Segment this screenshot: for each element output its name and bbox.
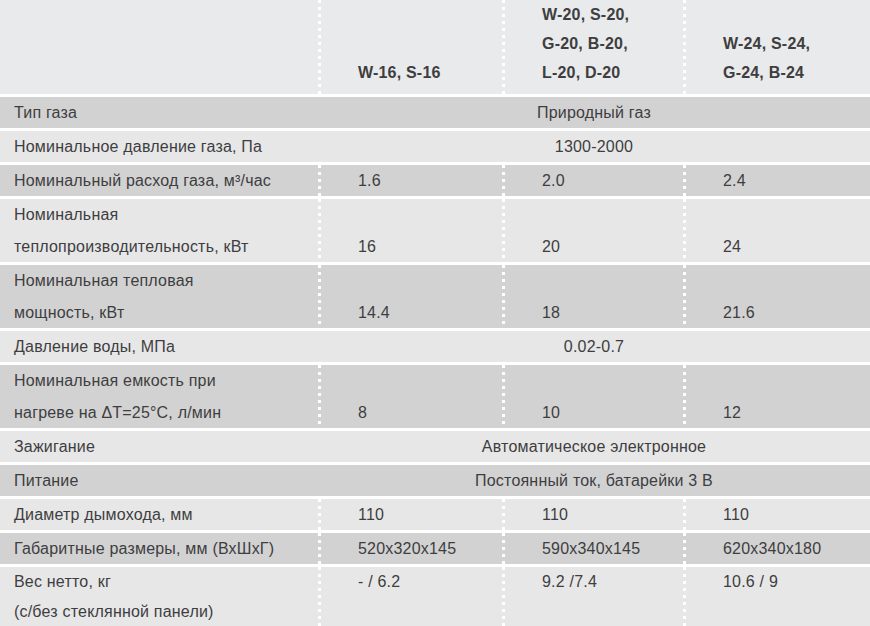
- specs-table: W-16, S-16 W-20, S-20, G-20, B-20, L-20,…: [0, 0, 870, 626]
- cell-value: 10.6 / 9: [683, 567, 870, 626]
- row-label: Номинальная теплопроизводительность, кВт: [0, 199, 318, 262]
- cell-value: 9.2 /7.4: [502, 567, 683, 626]
- cell-span-value: Автоматическое электронное: [318, 431, 870, 462]
- cell-value: 110: [683, 499, 870, 530]
- cell-value: 2.4: [683, 165, 870, 196]
- cell-value: 110: [318, 499, 502, 530]
- row-label: Тип газа: [0, 97, 318, 128]
- cell-value: 590x340x145: [502, 533, 683, 564]
- table-row-gas-consumption: Номинальный расход газа, м³/час 1.6 2.0 …: [0, 165, 870, 196]
- cell-value: 2.0: [502, 165, 683, 196]
- cell-span-value: 1300-2000: [318, 131, 870, 162]
- header-empty-cell: [0, 0, 318, 94]
- cell-value: 21.6: [683, 265, 870, 328]
- table-row-net-weight: Вес нетто, кг (с/без стеклянной панели) …: [0, 567, 870, 626]
- row-label: Диаметр дымохода, мм: [0, 499, 318, 530]
- column-header-w20: W-20, S-20, G-20, B-20, L-20, D-20: [502, 0, 683, 94]
- table-row-power-supply: Питание Постоянный ток, батарейки 3 В: [0, 465, 870, 496]
- table-row-gas-type: Тип газа Природный газ: [0, 97, 870, 128]
- table-row-ignition: Зажигание Автоматическое электронное: [0, 431, 870, 462]
- cell-value: 14.4: [318, 265, 502, 328]
- column-header-w16: W-16, S-16: [318, 0, 502, 94]
- row-label: Номинальное давление газа, Па: [0, 131, 318, 162]
- table-row-water-pressure: Давление воды, МПа 0.02-0.7: [0, 331, 870, 362]
- cell-value: 18: [502, 265, 683, 328]
- column-header-w24: W-24, S-24, G-24, B-24: [683, 0, 870, 94]
- row-label: Номинальная тепловая мощность, кВт: [0, 265, 318, 328]
- row-label: Давление воды, МПа: [0, 331, 318, 362]
- cell-value: 8: [318, 365, 502, 428]
- table-row-flue-diameter: Диаметр дымохода, мм 110 110 110: [0, 499, 870, 530]
- cell-value: 10: [502, 365, 683, 428]
- row-label: Габаритные размеры, мм (ВхШхГ): [0, 533, 318, 564]
- table-row-dimensions: Габаритные размеры, мм (ВхШхГ) 520x320x1…: [0, 533, 870, 564]
- table-row-thermal-power: Номинальная тепловая мощность, кВт 14.4 …: [0, 265, 870, 328]
- row-label: Номинальная емкость при нагреве на ΔT=25…: [0, 365, 318, 428]
- row-label: Вес нетто, кг (с/без стеклянной панели): [0, 567, 318, 626]
- cell-value: - / 6.2: [318, 567, 502, 626]
- cell-span-value: 0.02-0.7: [318, 331, 870, 362]
- row-label: Питание: [0, 465, 318, 496]
- cell-value: 620x340x180: [683, 533, 870, 564]
- row-label: Номинальный расход газа, м³/час: [0, 165, 318, 196]
- table-row-gas-pressure: Номинальное давление газа, Па 1300-2000: [0, 131, 870, 162]
- cell-value: 110: [502, 499, 683, 530]
- cell-span-value: Постоянный ток, батарейки 3 В: [318, 465, 870, 496]
- table-row-heat-output: Номинальная теплопроизводительность, кВт…: [0, 199, 870, 262]
- cell-value: 12: [683, 365, 870, 428]
- table-header-row: W-16, S-16 W-20, S-20, G-20, B-20, L-20,…: [0, 0, 870, 94]
- table-row-capacity: Номинальная емкость при нагреве на ΔT=25…: [0, 365, 870, 428]
- cell-span-value: Природный газ: [318, 97, 870, 128]
- cell-value: 16: [318, 199, 502, 262]
- cell-value: 520x320x145: [318, 533, 502, 564]
- row-label: Зажигание: [0, 431, 318, 462]
- cell-value: 1.6: [318, 165, 502, 196]
- cell-value: 20: [502, 199, 683, 262]
- cell-value: 24: [683, 199, 870, 262]
